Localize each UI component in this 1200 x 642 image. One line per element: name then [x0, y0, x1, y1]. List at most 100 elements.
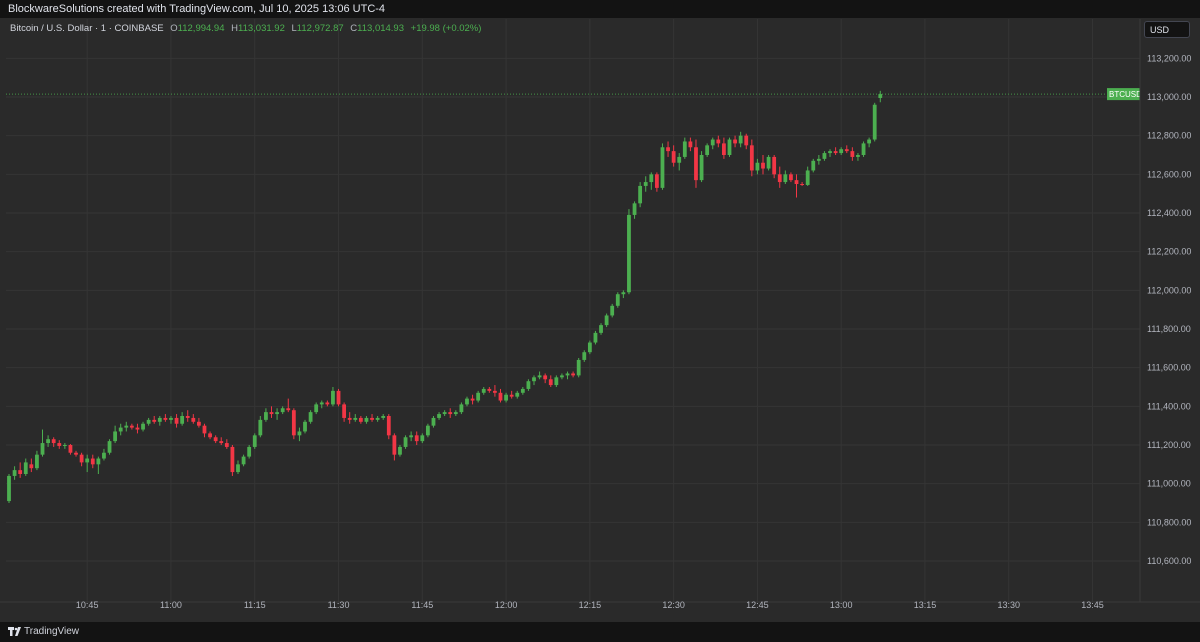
candle[interactable]: [504, 392, 508, 403]
candle[interactable]: [364, 416, 369, 424]
candle[interactable]: [252, 433, 257, 449]
candle[interactable]: [599, 323, 603, 335]
candle[interactable]: [766, 155, 771, 171]
candle[interactable]: [828, 149, 832, 157]
candle[interactable]: [660, 143, 665, 190]
candle[interactable]: [699, 151, 704, 183]
candle[interactable]: [755, 158, 760, 175]
candle[interactable]: [733, 135, 737, 148]
candle[interactable]: [141, 421, 145, 432]
candle[interactable]: [789, 172, 793, 183]
candle[interactable]: [571, 371, 576, 378]
candle[interactable]: [236, 460, 240, 474]
candle[interactable]: [358, 416, 363, 424]
candle[interactable]: [515, 390, 520, 399]
candle[interactable]: [185, 410, 190, 422]
candle[interactable]: [705, 143, 710, 157]
candle[interactable]: [409, 431, 414, 442]
candle[interactable]: [68, 444, 73, 455]
candle[interactable]: [722, 137, 726, 159]
candle[interactable]: [420, 433, 425, 444]
candle[interactable]: [40, 429, 45, 457]
candle[interactable]: [520, 387, 525, 395]
candle[interactable]: [107, 439, 112, 455]
candle[interactable]: [18, 462, 23, 478]
candle[interactable]: [688, 137, 693, 152]
candlestick-chart[interactable]: BTCUSD 113,014.93 113,200.00 113,000.00 112…: [0, 19, 1200, 622]
candle[interactable]: [398, 445, 402, 457]
candle[interactable]: [118, 423, 123, 436]
candle[interactable]: [777, 166, 782, 188]
candle[interactable]: [163, 414, 168, 422]
candle[interactable]: [666, 141, 670, 157]
candle[interactable]: [476, 390, 481, 403]
candle[interactable]: [23, 458, 28, 476]
candle[interactable]: [744, 133, 749, 150]
candle[interactable]: [297, 427, 302, 442]
candle[interactable]: [627, 209, 631, 295]
candle[interactable]: [46, 435, 50, 447]
candle[interactable]: [470, 394, 475, 405]
candle[interactable]: [431, 416, 436, 428]
candle[interactable]: [498, 388, 503, 403]
candle[interactable]: [526, 379, 531, 391]
candle[interactable]: [79, 452, 84, 467]
candle[interactable]: [537, 371, 542, 380]
candle[interactable]: [375, 416, 380, 422]
candle[interactable]: [202, 423, 207, 438]
candle[interactable]: [587, 340, 592, 355]
candle[interactable]: [35, 450, 39, 471]
candle[interactable]: [816, 155, 821, 165]
candle[interactable]: [850, 147, 855, 161]
candle[interactable]: [560, 373, 564, 380]
candle[interactable]: [180, 412, 185, 426]
candle[interactable]: [258, 416, 263, 438]
candle[interactable]: [610, 303, 615, 318]
candle[interactable]: [716, 135, 721, 148]
candle[interactable]: [727, 137, 732, 157]
candle[interactable]: [241, 454, 246, 467]
candle[interactable]: [325, 400, 330, 407]
candle[interactable]: [833, 147, 838, 155]
candle[interactable]: [291, 408, 296, 440]
candle[interactable]: [74, 450, 78, 457]
candle[interactable]: [805, 166, 810, 186]
candle[interactable]: [51, 437, 56, 447]
candle[interactable]: [604, 313, 609, 328]
candle[interactable]: [146, 417, 151, 426]
candle[interactable]: [509, 390, 514, 399]
candle[interactable]: [872, 102, 877, 142]
candle[interactable]: [275, 408, 279, 420]
candle[interactable]: [196, 417, 201, 428]
candle[interactable]: [554, 375, 559, 387]
candle[interactable]: [303, 419, 307, 434]
candle[interactable]: [576, 358, 581, 378]
candle[interactable]: [414, 431, 419, 445]
candle[interactable]: [219, 437, 224, 445]
candle[interactable]: [62, 443, 67, 449]
candle[interactable]: [738, 131, 743, 148]
candle[interactable]: [632, 201, 637, 219]
candle[interactable]: [453, 410, 458, 416]
candle[interactable]: [878, 90, 883, 103]
chart-area[interactable]: BTCUSD 113,014.93 113,200.00 113,000.00 112…: [0, 19, 1200, 622]
candle[interactable]: [465, 396, 469, 407]
candle[interactable]: [487, 387, 492, 393]
candle[interactable]: [342, 402, 347, 422]
candle[interactable]: [96, 456, 101, 474]
candle[interactable]: [861, 141, 866, 157]
candle[interactable]: [124, 421, 129, 432]
candle[interactable]: [129, 423, 134, 430]
candle[interactable]: [370, 414, 374, 422]
candle[interactable]: [208, 431, 212, 440]
candle[interactable]: [543, 373, 548, 384]
candle[interactable]: [811, 158, 816, 173]
candle[interactable]: [230, 445, 235, 476]
candle[interactable]: [386, 414, 391, 440]
candle[interactable]: [353, 414, 358, 422]
candle[interactable]: [437, 412, 441, 420]
candle[interactable]: [102, 448, 106, 461]
candle[interactable]: [269, 406, 274, 418]
candle[interactable]: [459, 402, 464, 415]
candle[interactable]: [319, 400, 324, 409]
